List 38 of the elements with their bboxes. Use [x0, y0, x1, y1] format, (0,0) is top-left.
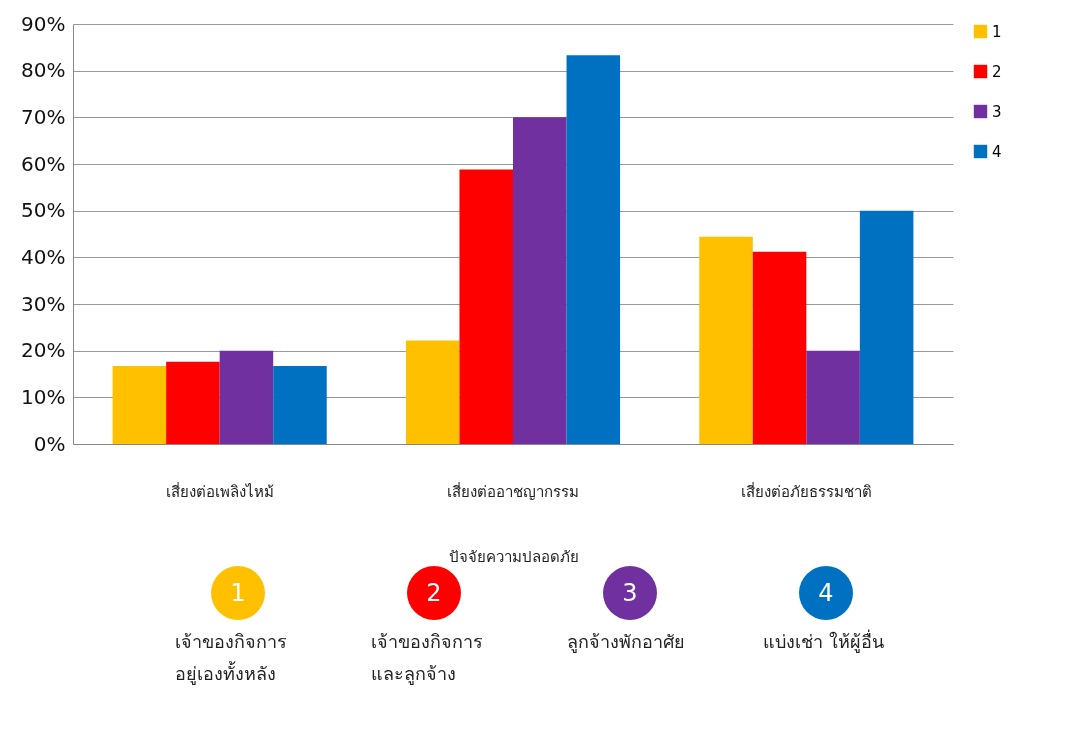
bar: [112, 366, 167, 444]
x-tick-label: เสี่ยงต่อเพลิงไหม้: [165, 480, 274, 501]
bar: [273, 366, 327, 444]
y-tick-label: 0%: [33, 431, 66, 456]
x-tick-label: เสี่ยงต่อภัยธรรมชาติ: [740, 480, 872, 501]
legend-label: 1: [992, 22, 1002, 41]
y-tick-label: 70%: [21, 104, 66, 129]
bar: [566, 55, 621, 444]
y-tick-label: 30%: [21, 291, 66, 316]
y-tick-label: 90%: [21, 11, 66, 36]
number-badge: 3: [603, 566, 657, 620]
number-badge: 2: [407, 566, 461, 620]
y-tick-label: 20%: [21, 338, 66, 363]
x-tick-label: เสี่ยงต่ออาชญากรรม: [447, 480, 579, 501]
x-axis-title: ปัจจัยความปลอดภัย: [448, 547, 579, 566]
text: แบ่งเช่า ให้ผู้อื่น: [763, 628, 884, 655]
number-badge: 1: [211, 566, 265, 620]
bar: [459, 169, 513, 444]
bar: [219, 350, 274, 444]
legend-label: 4: [992, 142, 1002, 161]
bar: [166, 361, 220, 444]
bar: [699, 236, 753, 444]
bar: [806, 350, 860, 444]
text: เจ้าของกิจการ อยู่เองทั้งหลัง: [175, 630, 287, 687]
y-tick-label: 80%: [21, 58, 66, 83]
legend-label: 2: [992, 62, 1002, 81]
text: ลูกจ้างพักอาศัย: [567, 630, 685, 655]
bar: [752, 251, 807, 444]
y-tick-label: 50%: [21, 198, 66, 223]
text: เจ้าของกิจการ และลูกจ้าง: [371, 630, 483, 687]
y-tick-label: 10%: [21, 384, 66, 409]
number-badge: 4: [799, 566, 853, 620]
legend-label: 3: [992, 102, 1002, 121]
y-tick-label: 60%: [21, 151, 66, 176]
bar: [405, 340, 460, 444]
bar: [513, 117, 567, 444]
bar: [859, 210, 914, 444]
y-tick-label: 40%: [21, 244, 66, 269]
